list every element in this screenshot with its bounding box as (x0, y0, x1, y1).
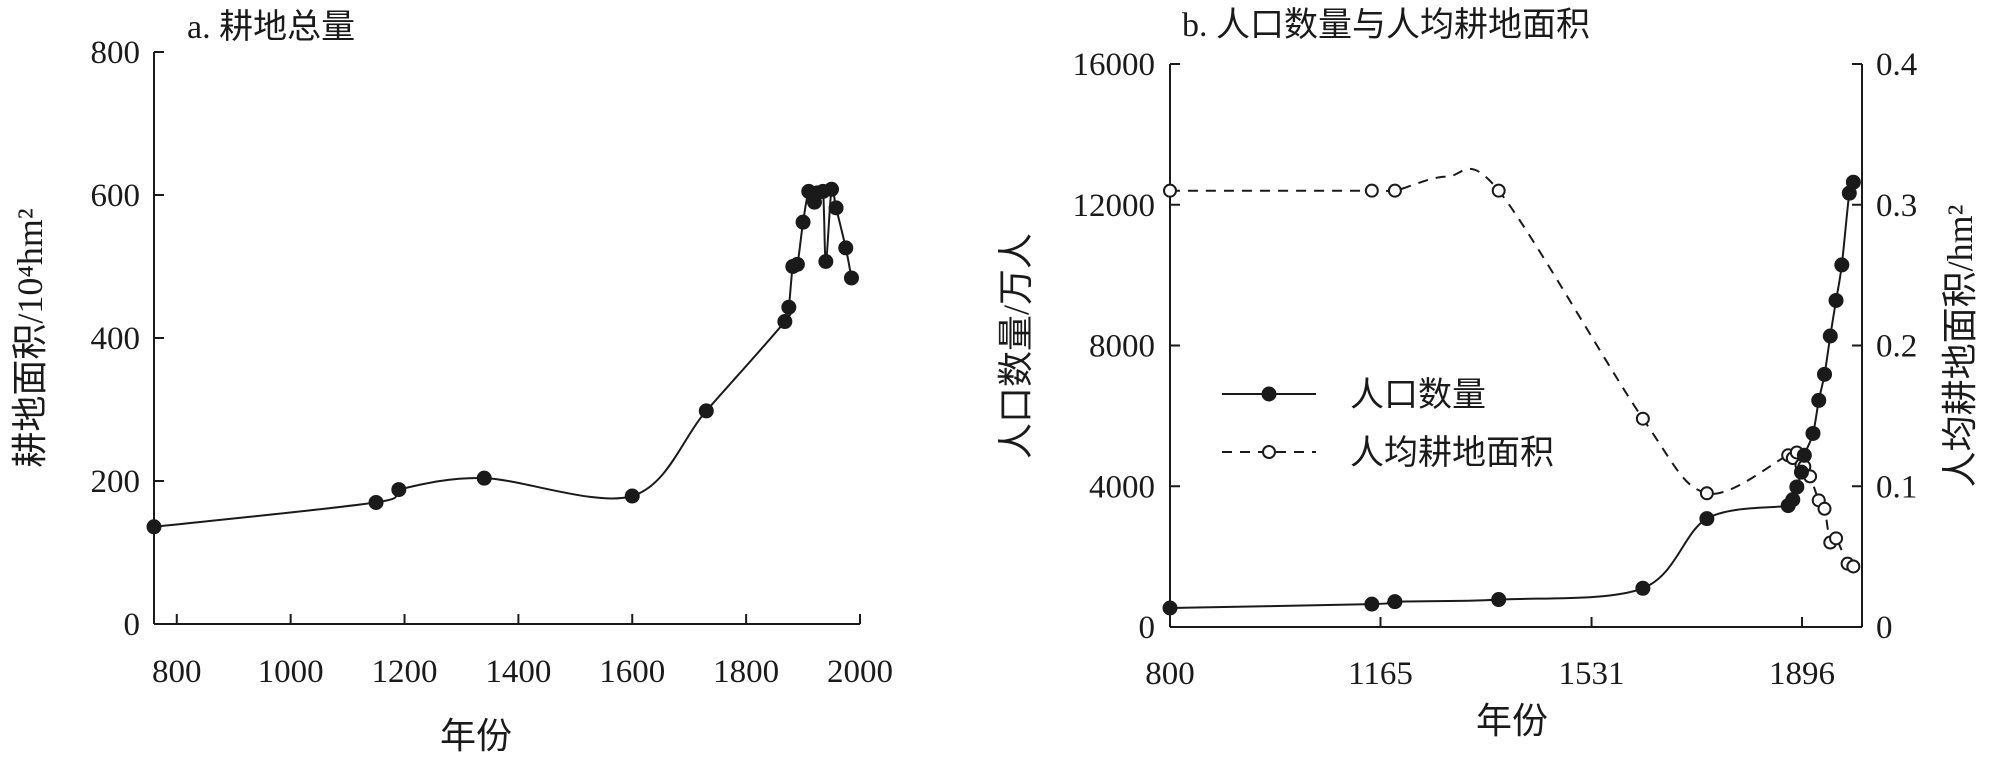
legend-population-marker (1261, 386, 1277, 402)
panel-a-data-point (368, 494, 384, 510)
panel-b-left-y-tick-label: 0 (1139, 610, 1156, 646)
panel-b-right-y-tick-label: 0.3 (1876, 188, 1917, 224)
panel-b-per-capita-points (1163, 183, 1861, 574)
panel-a-x-tick-label: 1400 (485, 654, 551, 690)
panel-b-left-y-axis-title: 人口数量/万人 (996, 233, 1036, 459)
panel-a-title: a. 耕地总量 (187, 8, 355, 46)
panel-b-per-capita-point (1491, 183, 1506, 198)
panel-a-y-ticks: 0 200 400 600 800 (91, 35, 164, 643)
panel-a-y-axis-title: 耕地面积/10⁴hm² (10, 208, 50, 467)
panel-a-data-points (146, 181, 859, 535)
panel-b-per-capita-point (1829, 531, 1844, 546)
panel-b-x-tick-label: 1896 (1769, 656, 1835, 692)
panel-b-x-tick-label: 1165 (1348, 656, 1413, 692)
panel-b-right-y-tick-label: 0.1 (1876, 469, 1917, 505)
panel-a-cultivated-area-line (153, 185, 853, 528)
panel-b-population-point (1635, 580, 1651, 596)
panel-a-data-point (828, 200, 844, 216)
legend-per-capita-label: 人均耕地面积 (1350, 434, 1554, 472)
panel-b-population-point (1789, 479, 1805, 495)
panel-a-data-point (789, 256, 805, 272)
panel-a-x-tick-label: 1000 (258, 654, 324, 690)
panel-b-per-capita-point (1635, 411, 1650, 426)
panel-a-data-point (795, 214, 811, 230)
panel-a-x-tick-label: 800 (152, 654, 202, 690)
panel-a-x-tick-label: 1600 (599, 654, 665, 690)
panel-b-population-point (1817, 366, 1833, 382)
panel-b-population-point (1811, 392, 1827, 408)
legend-per-capita-marker (1262, 445, 1276, 459)
panel-b-right-y-axis-title: 人均耕地面积/hm² (1940, 205, 1980, 488)
panel-a-x-tick-label: 2000 (827, 654, 893, 690)
panel-b-population-point (1793, 464, 1809, 480)
panel-a-x-ticks: 800 1000 1200 1400 1600 1800 2000 (152, 614, 893, 690)
panel-b-right-y-ticks: 0 0.1 0.2 0.3 0.4 (1852, 47, 1917, 646)
panel-b-title: b. 人口数量与人均耕地面积 (1182, 6, 1590, 44)
panel-b-right-y-tick-label: 0.2 (1876, 329, 1917, 365)
panel-b-x-tick-label: 800 (1145, 656, 1195, 692)
panel-a-data-point (781, 299, 797, 315)
panel-b-population-and-per-capita-land: b. 人口数量与人均耕地面积 年份 人口数量/万人 人均耕地面积/hm² 800… (996, 6, 1980, 741)
panel-b-x-axis-title: 年份 (1476, 701, 1548, 741)
panel-b-population-point (1785, 492, 1801, 508)
panel-a-data-point (391, 482, 407, 498)
panel-b-per-capita-land-line (1170, 167, 1854, 568)
panel-b-right-y-tick-label: 0.4 (1876, 47, 1917, 83)
panel-b-per-capita-point (1699, 486, 1714, 501)
panel-b-population-points (1162, 174, 1861, 616)
panel-a-data-point (838, 240, 854, 256)
panel-b-per-capita-point (1364, 183, 1379, 198)
panel-b-per-capita-point (1817, 501, 1832, 516)
panel-b-population-point (1822, 328, 1838, 344)
panel-a-x-tick-label: 1800 (713, 654, 779, 690)
panel-b-left-y-tick-label: 4000 (1089, 469, 1155, 505)
panel-b-population-point (1805, 425, 1821, 441)
panel-b-per-capita-point (1846, 559, 1861, 574)
panel-b-population-point (1834, 257, 1850, 273)
panel-a-y-tick-label: 400 (91, 321, 141, 357)
legend-population-label: 人口数量 (1350, 376, 1486, 414)
panel-a-y-tick-label: 200 (91, 464, 141, 500)
panel-b-population-point (1162, 600, 1178, 616)
panel-b-population-point (1387, 594, 1403, 610)
panel-b-x-ticks: 800 1165 1531 1896 (1145, 617, 1835, 692)
panel-a-data-point (476, 470, 492, 486)
panel-a-data-point (698, 403, 714, 419)
panel-b-population-point (1364, 596, 1380, 612)
panel-b-population-point (1845, 174, 1861, 190)
panel-b-population-point (1699, 511, 1715, 527)
panel-b-legend: 人口数量 人均耕地面积 (1222, 376, 1554, 472)
panel-b-left-y-ticks: 0 4000 8000 12000 16000 (1073, 47, 1180, 646)
panel-b-left-y-tick-label: 16000 (1073, 47, 1156, 83)
panel-a-cultivated-land-total: a. 耕地总量 年份 耕地面积/10⁴hm² 800 1000 1200 1400 16… (10, 8, 893, 756)
panel-a-x-axis-title: 年份 (440, 716, 512, 756)
panel-b-left-y-tick-label: 12000 (1073, 188, 1156, 224)
panel-a-data-point (777, 314, 793, 330)
panel-a-data-point (624, 488, 640, 504)
panel-a-y-tick-label: 800 (91, 35, 141, 71)
panel-a-data-point (843, 270, 859, 286)
panel-a-data-point (824, 181, 840, 197)
panel-b-per-capita-point (1163, 183, 1177, 198)
panel-b-population-point (1828, 292, 1844, 308)
panel-b-per-capita-point (1387, 183, 1402, 198)
panel-b-left-y-tick-label: 8000 (1089, 329, 1155, 365)
panel-a-y-tick-label: 600 (91, 178, 141, 214)
panel-b-population-point (1491, 592, 1507, 608)
panel-b-right-y-tick-label: 0 (1876, 610, 1893, 646)
panel-a-data-point (146, 519, 162, 535)
panel-a-y-tick-label: 0 (124, 607, 141, 643)
panel-b-x-tick-label: 1531 (1559, 656, 1625, 692)
panel-a-x-tick-label: 1200 (372, 654, 438, 690)
panel-b-population-point (1796, 447, 1812, 463)
panel-a-data-point (818, 253, 834, 269)
